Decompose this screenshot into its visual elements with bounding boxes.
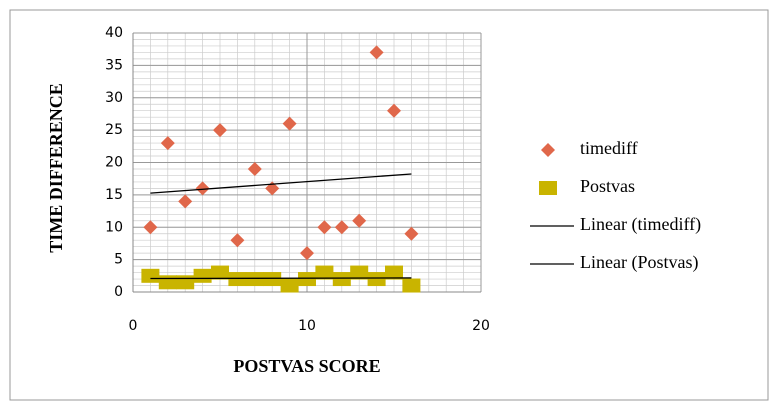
legend-text: timediff xyxy=(580,138,638,158)
y-axis-title: TIME DIFFERENCE xyxy=(46,83,66,253)
point xyxy=(385,265,403,280)
point xyxy=(402,278,421,293)
point xyxy=(141,268,160,283)
trendline xyxy=(150,277,412,280)
point xyxy=(280,278,299,293)
point xyxy=(315,265,334,280)
point xyxy=(350,265,369,280)
y-tick-label: 5 xyxy=(114,252,123,268)
legend-text: Linear (Postvas) xyxy=(580,252,698,273)
point xyxy=(245,272,264,287)
y-tick-label: 35 xyxy=(105,57,123,73)
y-tick-label: 15 xyxy=(105,187,123,203)
point xyxy=(369,45,384,60)
point xyxy=(176,275,195,290)
point xyxy=(230,233,245,248)
legend-marker xyxy=(541,143,555,157)
point xyxy=(263,272,282,287)
x-tick-label: 10 xyxy=(298,318,316,334)
x-tick-label: 20 xyxy=(472,318,490,334)
legend-text: Linear (timediff) xyxy=(580,214,701,235)
legend-marker xyxy=(539,181,557,195)
y-tick-label: 40 xyxy=(105,25,123,41)
chart-frame xyxy=(9,9,769,401)
point xyxy=(317,220,332,235)
trendline xyxy=(150,173,412,194)
x-tick-label: 0 xyxy=(129,318,138,334)
legend-text: Postvas xyxy=(580,176,635,196)
y-tick-label: 20 xyxy=(105,155,123,171)
point xyxy=(332,272,351,287)
point xyxy=(178,194,193,209)
point xyxy=(387,103,401,118)
point xyxy=(195,181,210,196)
point xyxy=(282,116,297,131)
point xyxy=(334,220,349,235)
y-tick-label: 25 xyxy=(105,122,123,138)
point xyxy=(352,213,367,228)
point xyxy=(143,220,158,235)
point xyxy=(160,136,175,151)
point xyxy=(213,123,227,138)
point xyxy=(367,272,386,287)
point xyxy=(228,272,247,287)
y-tick-label: 10 xyxy=(105,219,123,235)
y-tick-label: 30 xyxy=(105,90,123,106)
point xyxy=(211,265,229,280)
point xyxy=(158,275,177,290)
point xyxy=(193,268,212,283)
point xyxy=(300,246,314,261)
point xyxy=(298,272,316,287)
point xyxy=(404,226,419,241)
x-axis-title: POSTVAS SCORE xyxy=(233,356,380,376)
point xyxy=(247,161,262,176)
y-tick-label: 0 xyxy=(114,284,123,300)
